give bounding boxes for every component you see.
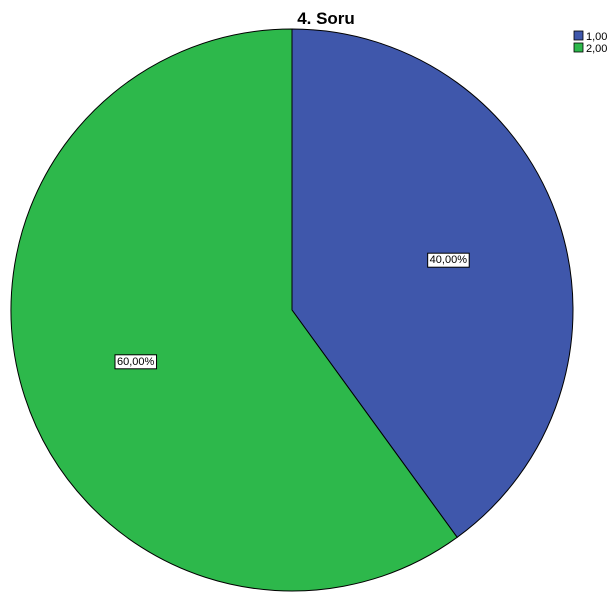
pie-slices	[10, 28, 574, 592]
legend-label: 1,00	[586, 31, 607, 43]
chart-title: 4. Soru	[297, 9, 355, 28]
legend-swatch	[573, 30, 584, 41]
pie-slice-1-00	[291, 28, 574, 539]
data-label-box	[114, 354, 158, 370]
data-label-text: 40,00%	[430, 254, 468, 266]
legend: 1,002,00	[573, 30, 607, 55]
data-label: 60,00%	[114, 354, 158, 370]
pie-slice-2-00	[10, 28, 458, 592]
data-label-text: 60,00%	[117, 356, 155, 368]
data-label: 40,00%	[427, 252, 470, 268]
data-labels: 40,00% 60,00%	[114, 252, 470, 370]
legend-label: 2,00	[586, 43, 607, 55]
data-label-box	[427, 252, 470, 268]
legend-swatch	[573, 42, 584, 53]
